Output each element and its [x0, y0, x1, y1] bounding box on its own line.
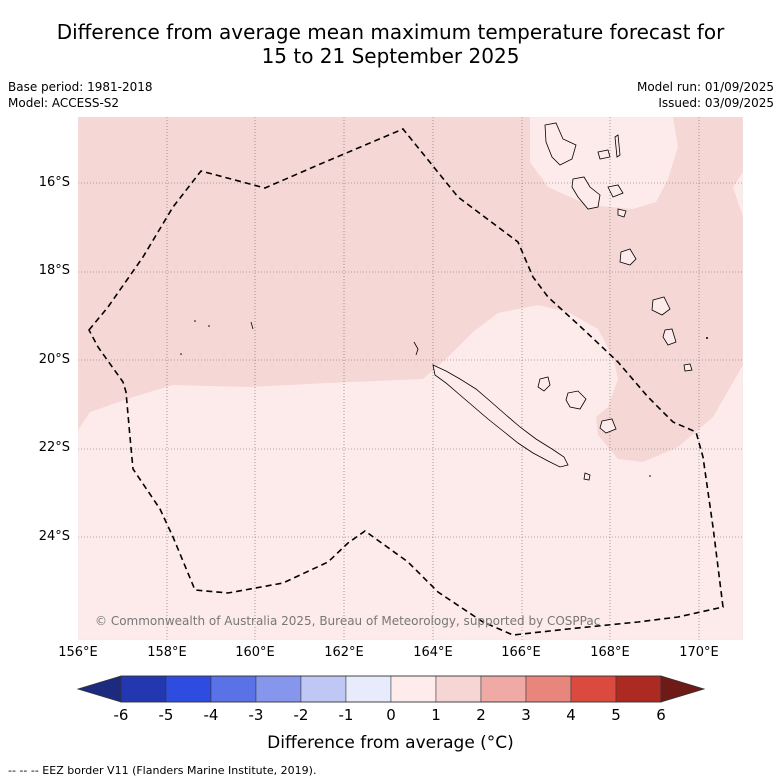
ouvea-island [537, 376, 551, 392]
eez-border [88, 128, 724, 636]
eez-legend-note: -- -- -- EEZ border V11 (Flanders Marine… [8, 764, 317, 777]
colorbar-label-neg2: -2 [293, 706, 309, 724]
tanna-island [662, 328, 677, 346]
reef-dot-2 [208, 325, 210, 327]
lon-tick-162e: 162°E [324, 645, 364, 660]
lon-tick-166e: 166°E [501, 645, 541, 660]
colorbar-label-neg6: -6 [113, 706, 129, 724]
lat-tick-20s: 20°S [38, 352, 70, 367]
colorbar-label-4: 4 [566, 706, 576, 724]
lat-tick-24s: 24°S [38, 529, 70, 544]
colorbar-cell [435, 675, 482, 703]
base-period-label: Base period: 1981-2018 [8, 80, 153, 94]
lat-tick-16s: 16°S [38, 175, 70, 190]
colorbar-label-6: 6 [656, 706, 666, 724]
colorbar-label-5: 5 [611, 706, 621, 724]
colorbar-label-2: 2 [476, 706, 486, 724]
lon-tick-156e: 156°E [58, 645, 98, 660]
aneityum-island [683, 363, 693, 372]
belep-islands [413, 341, 419, 356]
malo-island [597, 149, 611, 160]
lat-tick-22s: 22°S [38, 440, 70, 455]
colorbar-cell [390, 675, 437, 703]
erromango-island [651, 296, 671, 316]
malekula-island [571, 176, 601, 210]
colorbar-label-1: 1 [431, 706, 441, 724]
colorbar-cell [345, 675, 392, 703]
colorbar-label-0: 0 [386, 706, 396, 724]
colorbar-label-3: 3 [521, 706, 531, 724]
colorbar-cell [525, 675, 572, 703]
colorbar-cell [255, 675, 302, 703]
reef-dot-5 [649, 475, 651, 477]
colorbar [76, 675, 706, 703]
isle-of-pines [583, 472, 591, 481]
chesterfield-reef [250, 321, 254, 330]
model-run-label: Model run: 01/09/2025 [636, 80, 774, 94]
lon-tick-168e: 168°E [590, 645, 630, 660]
colorbar-extend-high [660, 675, 706, 703]
model-label: Model: ACCESS-S2 [8, 96, 120, 110]
reef-dot-4 [706, 337, 708, 339]
map-title-line2: 15 to 21 September 2025 [261, 44, 520, 68]
efate-island [619, 248, 637, 266]
colorbar-cell [570, 675, 617, 703]
colorbar-cell [120, 675, 167, 703]
colorbar-cell [480, 675, 527, 703]
forecast-map [78, 117, 743, 640]
colorbar-cell [300, 675, 347, 703]
colorbar-cell [165, 675, 212, 703]
mare-island [599, 418, 617, 434]
lat-tick-18s: 18°S [38, 263, 70, 278]
reef-dot-1 [194, 320, 196, 322]
lon-tick-170e: 170°E [679, 645, 719, 660]
graticule [78, 117, 743, 640]
colorbar-label-neg1: -1 [338, 706, 354, 724]
epi-island [617, 208, 627, 218]
lifou-island [565, 390, 587, 410]
reef-dot-3 [180, 353, 182, 355]
colorbar-label-neg3: -3 [248, 706, 264, 724]
lon-tick-160e: 160°E [235, 645, 275, 660]
colorbar-cell [615, 675, 662, 703]
colorbar-cell [210, 675, 257, 703]
colorbar-label-neg4: -4 [203, 706, 219, 724]
anomaly-zone-0-to-1-south [78, 305, 743, 640]
colorbar-title: Difference from average (°C) [267, 733, 514, 753]
new-caledonia-grande-terre [432, 364, 569, 468]
issued-label: Issued: 03/09/2025 [658, 96, 774, 110]
colorbar-label-neg5: -5 [158, 706, 174, 724]
espiritu-santo [544, 122, 577, 166]
lon-tick-158e: 158°E [147, 645, 187, 660]
ambrym-island [607, 184, 624, 198]
lon-tick-164e: 164°E [413, 645, 453, 660]
colorbar-extend-low [76, 675, 122, 703]
copyright-notice: © Commonwealth of Australia 2025, Bureau… [95, 614, 601, 628]
anomaly-zone-0-to-1-north [530, 117, 678, 209]
map-title-line1: Difference from average mean maximum tem… [56, 20, 725, 44]
maewo-island [614, 134, 621, 158]
